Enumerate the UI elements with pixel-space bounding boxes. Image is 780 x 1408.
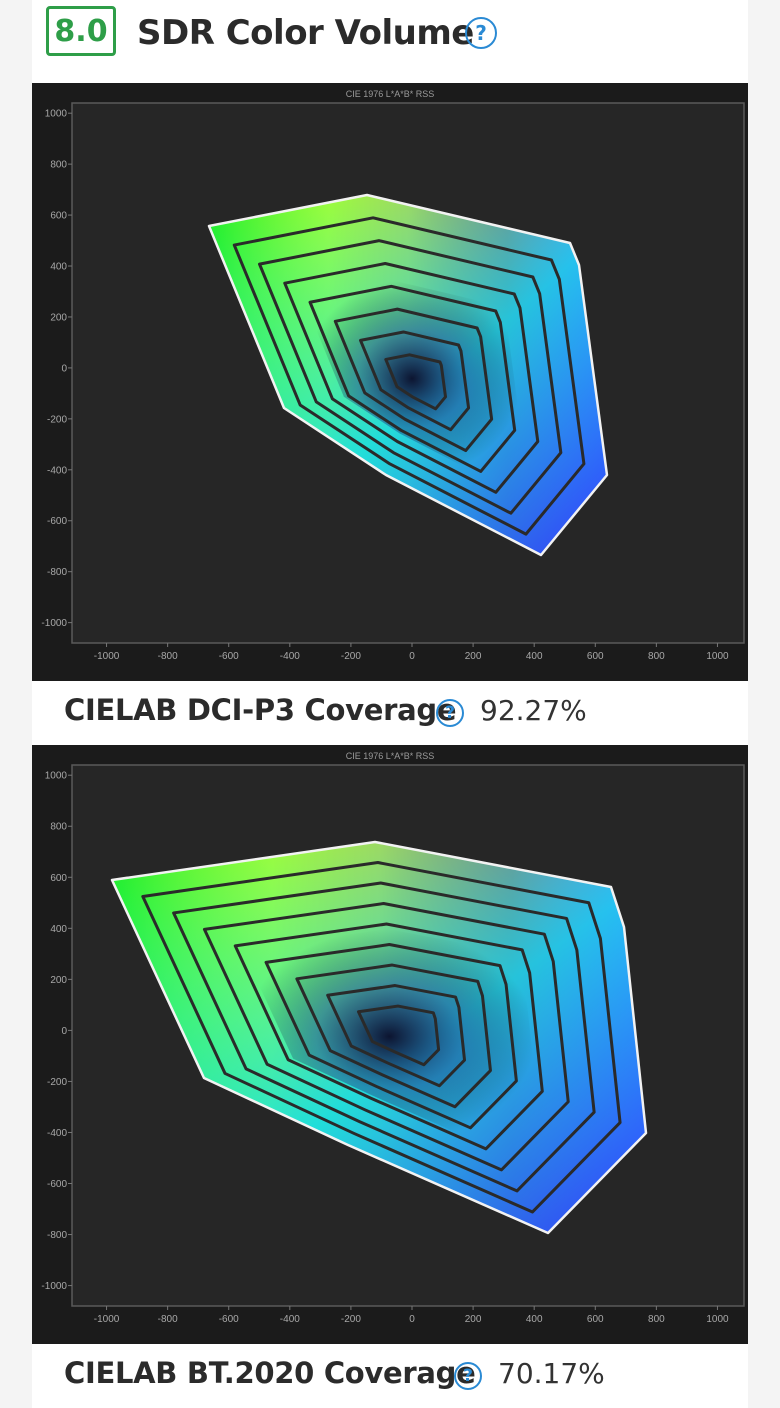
x-tick-label: 400 [526, 651, 543, 662]
x-tick-label: -1000 [94, 1314, 120, 1325]
gamut-ring [264, 943, 518, 1130]
help-circle-icon[interactable]: ? [454, 1362, 482, 1390]
x-tick-label: -1000 [94, 651, 120, 662]
x-tick-label: 0 [409, 651, 415, 662]
gamut-ring [326, 984, 467, 1088]
x-tick-label: -400 [280, 1314, 300, 1325]
y-tick-label: 600 [50, 873, 67, 884]
gamut-ring [141, 861, 622, 1214]
y-tick-label: 800 [50, 822, 67, 833]
x-tick-label: -200 [341, 651, 361, 662]
gamut-plot-svg: CIE 1976 L*A*B* RSS -1000 -800 -600 -400 -200… [32, 745, 748, 1344]
y-tick-label: -1000 [41, 618, 67, 629]
y-tick-label: 200 [50, 312, 67, 323]
y-tick-label: -800 [47, 567, 67, 578]
gamut-ring [172, 881, 596, 1193]
section-title: SDR Color Volume [137, 13, 474, 53]
gamut-ring [384, 353, 447, 411]
y-tick-label: -200 [47, 1077, 67, 1088]
x-tick-label: 1000 [706, 651, 729, 662]
y-tick-label: 400 [50, 262, 67, 273]
gamut-ring [357, 1004, 441, 1067]
x-tick-label: -600 [219, 651, 239, 662]
y-tick-label: -800 [47, 1230, 67, 1241]
gamut-outline [110, 840, 648, 1235]
chart-title: CIE 1976 L*A*B* RSS [346, 751, 435, 761]
cielab-dci-p3-chart: CIE 1976 L*A*B* RSS -1000 -800 -600 -400 -200… [32, 83, 748, 681]
y-tick-label: 1000 [45, 109, 68, 120]
gamut-ring [232, 216, 586, 536]
y-tick-label: -400 [47, 465, 67, 476]
x-tick-label: 400 [526, 1314, 543, 1325]
gamut-ring [283, 261, 540, 494]
chart-title: CIE 1976 L*A*B* RSS [346, 89, 435, 99]
x-tick-label: -400 [280, 651, 300, 662]
x-tick-label: -200 [341, 1314, 361, 1325]
gamut-ring [359, 330, 471, 432]
metric-value: 70.17% [498, 1357, 605, 1390]
gamut-ring [308, 284, 517, 473]
score-header: 8.0 SDR Color Volume ? [32, 0, 748, 83]
x-tick-label: 800 [648, 651, 665, 662]
x-tick-label: -600 [219, 1314, 239, 1325]
y-tick-label: 0 [61, 1026, 67, 1037]
help-circle-icon[interactable]: ? [465, 17, 497, 49]
score-badge: 8.0 [46, 6, 116, 56]
x-tick-label: 200 [465, 651, 482, 662]
y-tick-label: 200 [50, 975, 67, 986]
bt2020-coverage-row: CIELAB BT.2020 Coverage ? 70.17% [32, 1344, 748, 1408]
metric-value: 92.27% [480, 694, 587, 727]
y-tick-label: -600 [47, 516, 67, 527]
y-tick-label: -1000 [41, 1281, 67, 1292]
dci-p3-coverage-row: CIELAB DCI-P3 Coverage ? 92.27% [32, 681, 748, 745]
metric-label: CIELAB BT.2020 Coverage [64, 1356, 476, 1390]
gamut-outline [207, 193, 609, 557]
gamut-ring [295, 963, 492, 1109]
x-tick-label: -800 [158, 651, 178, 662]
x-tick-label: 800 [648, 1314, 665, 1325]
x-tick-label: 1000 [706, 1314, 729, 1325]
gamut-ring [333, 307, 494, 453]
x-tick-label: -800 [158, 1314, 178, 1325]
x-tick-label: 200 [465, 1314, 482, 1325]
x-tick-label: 0 [409, 1314, 415, 1325]
y-tick-label: 800 [50, 160, 67, 171]
help-circle-icon[interactable]: ? [436, 699, 464, 727]
y-tick-label: -200 [47, 414, 67, 425]
y-tick-label: -600 [47, 1179, 67, 1190]
gamut-ring [233, 922, 544, 1151]
gamut-plot-svg: CIE 1976 L*A*B* RSS -1000 -800 -600 -400 -200… [32, 83, 748, 681]
y-tick-label: 400 [50, 924, 67, 935]
y-tick-label: 0 [61, 363, 67, 374]
y-tick-label: 600 [50, 211, 67, 222]
cielab-bt2020-chart: CIE 1976 L*A*B* RSS -1000 -800 -600 -400 -200… [32, 745, 748, 1344]
gamut-ring [202, 902, 570, 1172]
gamut-ring [258, 239, 563, 515]
y-tick-label: -400 [47, 1128, 67, 1139]
x-tick-label: 600 [587, 651, 604, 662]
x-tick-label: 600 [587, 1314, 604, 1325]
y-tick-label: 1000 [45, 771, 68, 782]
metric-label: CIELAB DCI-P3 Coverage [64, 693, 457, 727]
